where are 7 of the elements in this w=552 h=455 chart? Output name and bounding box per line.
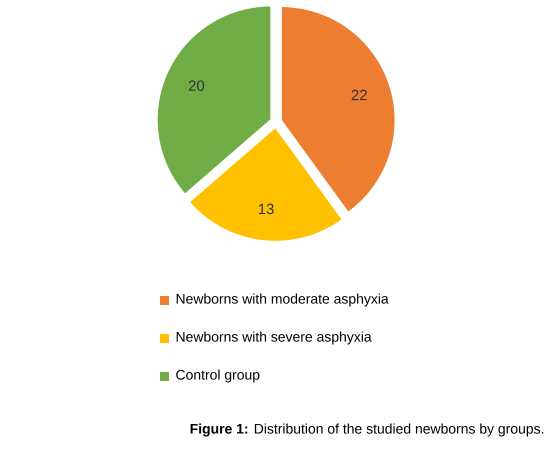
legend-label: Newborns with severe asphyxia <box>176 331 372 344</box>
legend-label: Control group <box>176 369 260 382</box>
text: Figure 1: Distribution of the studied newborns by groups. <box>190 423 544 437</box>
data-label: 22 <box>352 90 367 100</box>
data-label: 20 <box>188 80 204 91</box>
legend-label: Newborns with moderate asphyxia <box>176 293 389 306</box>
data-label: 13 <box>258 204 274 214</box>
